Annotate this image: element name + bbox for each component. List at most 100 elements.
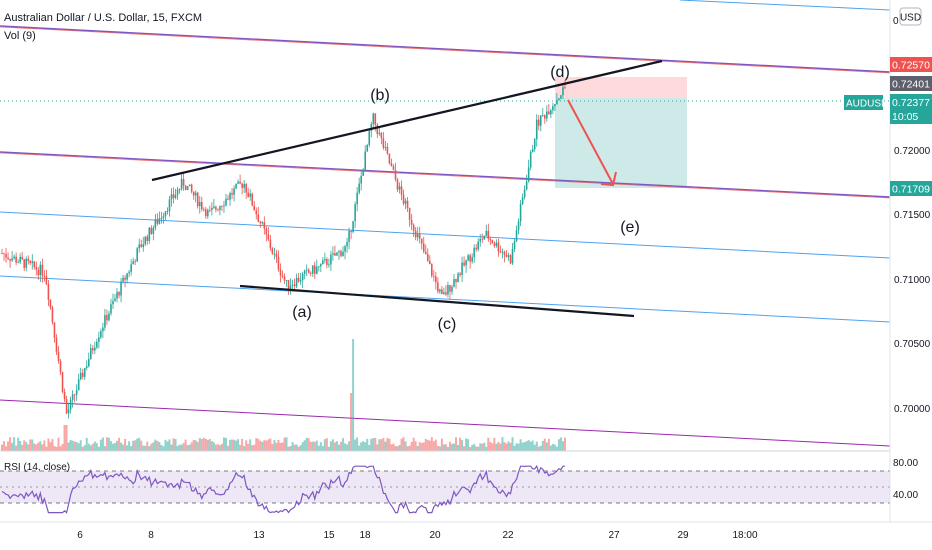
volume-bar bbox=[239, 444, 242, 451]
candle-body bbox=[144, 236, 147, 245]
currency-badge[interactable]: USD bbox=[899, 7, 922, 26]
volume-bar bbox=[505, 443, 508, 451]
candle-body bbox=[221, 206, 223, 207]
candle-body bbox=[424, 251, 427, 255]
candle-body bbox=[546, 111, 548, 119]
currency-label: USD bbox=[900, 13, 921, 24]
candle-body bbox=[3, 253, 5, 255]
lower-trendline[interactable] bbox=[239, 284, 635, 318]
volume-bar bbox=[471, 445, 474, 451]
volume-bar bbox=[410, 442, 413, 451]
candle-body bbox=[106, 315, 108, 321]
volume-bar bbox=[261, 441, 264, 451]
candle-body bbox=[350, 230, 352, 232]
volume-bar bbox=[432, 441, 435, 451]
volume-bar bbox=[352, 339, 355, 451]
candle-body bbox=[13, 256, 15, 259]
candle-body bbox=[281, 275, 284, 277]
volume-bar bbox=[13, 437, 16, 451]
volume-bar bbox=[21, 444, 24, 451]
candle-body bbox=[85, 366, 88, 369]
time-axis-ticks: 6 8 13 15 18 20 22 27 29 18:00 bbox=[77, 530, 758, 541]
last-price-text: 0.72377 bbox=[892, 97, 930, 109]
candle-body bbox=[537, 119, 540, 126]
stop-loss-zone[interactable] bbox=[555, 77, 687, 98]
candle-body bbox=[73, 394, 76, 396]
candle-body bbox=[342, 251, 344, 257]
channel-line-red-top[interactable] bbox=[0, 26, 891, 74]
take-profit-zone[interactable] bbox=[555, 98, 687, 188]
volume-bar bbox=[537, 446, 540, 451]
candle-body bbox=[158, 218, 161, 224]
volume-bar bbox=[267, 439, 270, 451]
channel-line-blue[interactable] bbox=[679, 0, 891, 11]
candle-body bbox=[57, 351, 60, 362]
candle-body bbox=[31, 261, 34, 264]
projection-arrow[interactable] bbox=[567, 99, 617, 187]
volume-bar bbox=[253, 444, 256, 451]
candle-body bbox=[368, 130, 371, 145]
candle-body bbox=[293, 284, 296, 287]
volume-bar bbox=[3, 441, 6, 451]
volume-bar bbox=[249, 439, 252, 451]
volume-bar bbox=[164, 439, 167, 451]
candle-body bbox=[509, 255, 512, 264]
volume-bar bbox=[227, 445, 229, 451]
candle-body bbox=[160, 217, 163, 219]
volume-bar bbox=[319, 442, 322, 451]
volume-bar bbox=[531, 440, 534, 451]
candle-body bbox=[410, 219, 413, 225]
channel-line-purple-mid[interactable] bbox=[0, 151, 891, 198]
target-price-text: 0.71709 bbox=[892, 184, 930, 196]
candle-body bbox=[477, 241, 480, 250]
volume-bar bbox=[287, 446, 290, 451]
channel-line-purple-top[interactable] bbox=[0, 25, 891, 73]
volume-bar bbox=[111, 443, 114, 451]
candle-body bbox=[552, 106, 554, 111]
candle-body bbox=[402, 194, 405, 204]
channel-line-purple-bottom[interactable] bbox=[0, 399, 891, 447]
candle-body bbox=[348, 230, 350, 242]
volume-bar bbox=[47, 438, 50, 451]
candle-body bbox=[285, 280, 288, 281]
time-tick-label: 27 bbox=[608, 530, 620, 541]
channel-line-blue-upper[interactable] bbox=[0, 211, 891, 259]
volume-bar bbox=[457, 444, 460, 451]
upper-trendline[interactable] bbox=[151, 59, 663, 182]
candle-body bbox=[223, 205, 225, 207]
volume-bar bbox=[390, 444, 393, 451]
volume-bar bbox=[23, 440, 26, 451]
channel-line-blue-lower[interactable] bbox=[0, 275, 891, 323]
volume-bar bbox=[259, 440, 262, 451]
volume-bar bbox=[168, 439, 171, 451]
volume-bar bbox=[138, 437, 141, 451]
volume-bar bbox=[269, 438, 272, 451]
volume-bar bbox=[166, 441, 169, 451]
candle-body bbox=[217, 209, 219, 211]
candle-body bbox=[104, 315, 106, 328]
candle-body bbox=[437, 282, 439, 292]
volume-bar bbox=[229, 439, 232, 451]
volume-bar bbox=[303, 440, 306, 451]
volume-bar bbox=[136, 438, 139, 451]
channel-line-red-mid[interactable] bbox=[0, 152, 891, 199]
volume-bar bbox=[551, 443, 554, 451]
candle-body bbox=[360, 175, 362, 184]
candle-body bbox=[307, 269, 310, 273]
volume-bar bbox=[57, 437, 60, 451]
candle-body bbox=[544, 115, 546, 119]
volume-bar bbox=[126, 445, 129, 451]
volume-bar bbox=[317, 445, 320, 451]
countdown-text: 10:05 bbox=[892, 111, 918, 123]
candle-body bbox=[469, 255, 471, 262]
volume-bar bbox=[178, 444, 181, 451]
volume-bar bbox=[469, 446, 472, 451]
candle-body bbox=[479, 238, 482, 242]
volume-bar bbox=[557, 439, 560, 451]
volume-bar bbox=[17, 437, 20, 451]
candle-body bbox=[332, 253, 334, 255]
candle-body bbox=[529, 151, 532, 168]
volume-bar bbox=[501, 437, 504, 451]
